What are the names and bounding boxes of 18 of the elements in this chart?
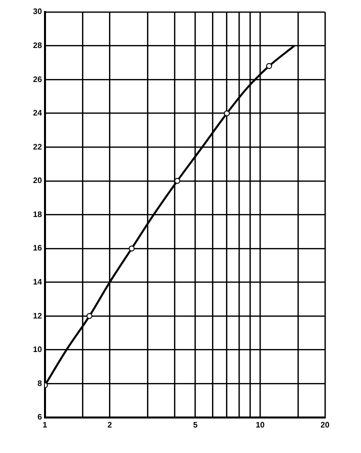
- y-tick-label: 30: [32, 7, 42, 16]
- x-tick-label: 10: [256, 420, 266, 430]
- y-tick-label: 22: [32, 142, 42, 152]
- y-tick-label: 20: [32, 176, 42, 186]
- y-tick-label: 24: [32, 108, 42, 118]
- x-tick-label: 2: [107, 420, 112, 430]
- x-tick-label: 5: [193, 420, 198, 430]
- x-tick-label: 20: [320, 420, 330, 430]
- y-tick-label: 6: [37, 412, 42, 422]
- y-tick-label: 26: [32, 74, 42, 84]
- y-tick-label: 8: [37, 378, 42, 388]
- y-tick-label: 18: [32, 210, 42, 219]
- y-tick-label: 10: [32, 345, 42, 354]
- y-tick-label: 16: [32, 244, 42, 253]
- y-tick-label: 28: [32, 40, 42, 50]
- x-tick-label: 1: [42, 420, 48, 430]
- y-tick-label: 12: [32, 311, 42, 320]
- y-tick-label: 14: [32, 277, 42, 286]
